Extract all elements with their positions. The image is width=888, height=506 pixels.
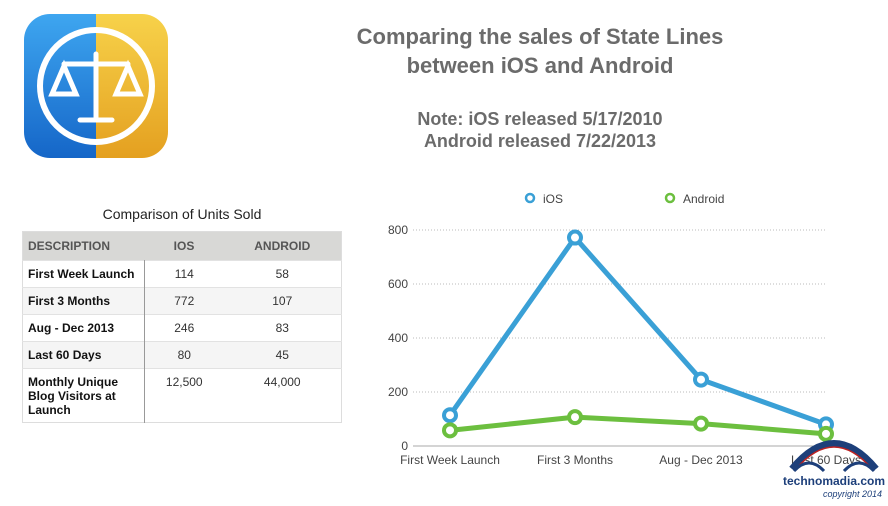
x-tick-label: First 3 Months — [537, 453, 613, 467]
note-line: Android released 7/22/2013 — [423, 131, 657, 151]
data-point — [442, 407, 458, 424]
release-note: Note: iOS released 5/17/2010 Android rel… — [330, 108, 750, 152]
cell: 80 — [144, 341, 224, 369]
table-row: Aug - Dec 2013 246 83 — [22, 314, 342, 342]
cell: Last 60 Days — [22, 341, 145, 369]
scales-logo-icon — [24, 14, 168, 158]
cell: Monthly Unique Blog Visitors at Launch — [22, 368, 145, 423]
y-tick-label: 400 — [388, 331, 408, 345]
cell: First Week Launch — [22, 260, 145, 288]
cell: 246 — [144, 314, 224, 342]
watermark-logo: technomadia.com copyright 2014 — [782, 423, 886, 501]
data-point — [442, 422, 458, 439]
data-point — [693, 415, 709, 432]
series-line-android — [449, 414, 827, 437]
cell: First 3 Months — [22, 287, 145, 315]
cell: 83 — [223, 314, 342, 342]
data-point — [567, 229, 583, 246]
legend-marker — [524, 192, 536, 204]
cell: 44,000 — [223, 368, 342, 423]
cell: 772 — [144, 287, 224, 315]
technomadia-logo-icon: technomadia.com copyright 2014 — [783, 440, 885, 499]
header-android: ANDROID — [223, 231, 342, 261]
title-line: between iOS and Android — [406, 53, 674, 78]
x-tick-label: Aug - Dec 2013 — [659, 453, 743, 467]
title-line: Comparing the sales of State Lines — [356, 24, 724, 49]
y-tick-label: 0 — [401, 439, 408, 453]
table-caption: Comparison of Units Sold — [102, 206, 262, 222]
cell: 45 — [223, 341, 342, 369]
watermark-copyright: copyright 2014 — [823, 489, 882, 499]
data-point — [693, 371, 709, 388]
cell: 114 — [144, 260, 224, 288]
data-point — [567, 409, 583, 426]
data-point — [818, 425, 834, 442]
table-row: First Week Launch 114 58 — [22, 260, 342, 288]
app-icon — [24, 14, 168, 158]
y-tick-label: 600 — [388, 277, 408, 291]
x-tick-label: First Week Launch — [400, 453, 500, 467]
watermark-text: technomadia.com — [783, 474, 885, 488]
table-row: Monthly Unique Blog Visitors at Launch 12… — [22, 368, 342, 423]
cell: Aug - Dec 2013 — [22, 314, 145, 342]
legend-label: Android — [683, 192, 724, 206]
table-row: First 3 Months 772 107 — [22, 287, 342, 315]
header-description: DESCRIPTION — [22, 231, 145, 261]
cell: 12,500 — [144, 368, 224, 423]
units-table: DESCRIPTION IOS ANDROID First Week Launc… — [22, 231, 342, 423]
y-tick-label: 200 — [388, 385, 408, 399]
table-row: Last 60 Days 80 45 — [22, 341, 342, 369]
cell: 58 — [223, 260, 342, 288]
legend-marker — [664, 192, 676, 204]
cell: 107 — [223, 287, 342, 315]
note-line: Note: iOS released 5/17/2010 — [417, 109, 663, 129]
legend-label: iOS — [543, 192, 563, 206]
page-title: Comparing the sales of State Lines betwe… — [300, 22, 780, 80]
header-ios: IOS — [144, 231, 224, 261]
y-tick-label: 800 — [388, 223, 408, 237]
series-line-ios — [447, 235, 827, 427]
